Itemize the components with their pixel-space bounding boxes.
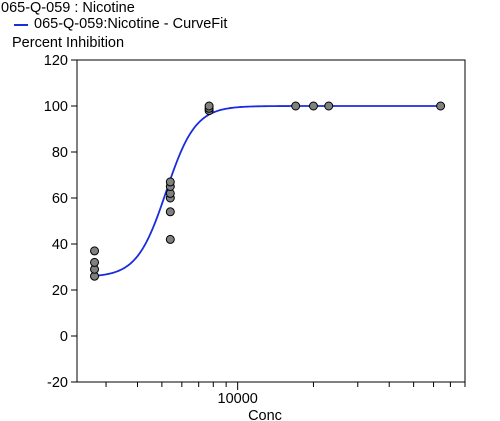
data-point (204, 101, 214, 111)
y-tick-label: 100 (44, 99, 68, 115)
data-point (165, 177, 175, 187)
legend: 065-Q-059:Nicotine - CurveFit (14, 16, 227, 33)
legend-swatch-curvefit (14, 23, 28, 26)
data-point (308, 101, 318, 111)
y-axis: -20 0 20 40 60 80 100 120 (44, 53, 77, 391)
data-point (165, 207, 175, 217)
data-point (90, 246, 100, 256)
data-point (436, 101, 446, 111)
plot-frame (76, 59, 466, 383)
y-tick-label: 80 (52, 145, 68, 161)
data-point (324, 101, 334, 111)
y-tick-label: 40 (52, 237, 68, 253)
x-axis-label: Conc (248, 408, 282, 421)
y-tick-label: 0 (60, 329, 68, 345)
y-tick-label: 20 (52, 283, 68, 299)
y-tick-label: -20 (47, 375, 68, 391)
data-point (165, 234, 175, 244)
chart-title: 065-Q-059 : Nicotine (1, 0, 135, 16)
x-tick-label: 10000 (218, 391, 258, 407)
fit-curve-line (94, 105, 441, 277)
y-tick-label: 60 (52, 191, 68, 207)
legend-label-curvefit: 065-Q-059:Nicotine - CurveFit (34, 16, 228, 32)
data-point (291, 101, 301, 111)
y-tick-label: 120 (44, 53, 68, 69)
y-axis-label: Percent Inhibition (12, 35, 125, 51)
x-axis: 10000 (105, 382, 466, 407)
data-point (90, 257, 100, 267)
data-points (90, 101, 446, 281)
